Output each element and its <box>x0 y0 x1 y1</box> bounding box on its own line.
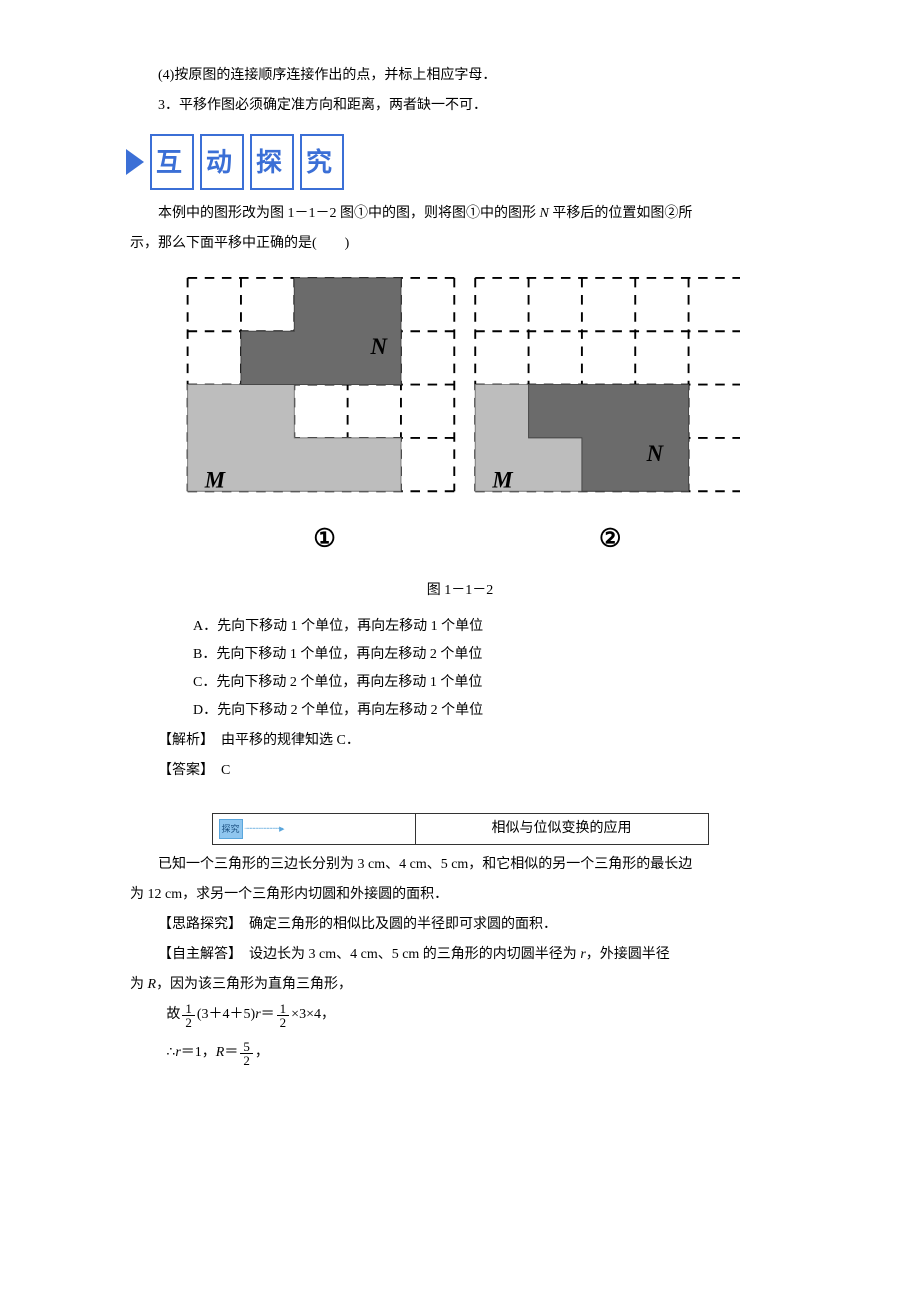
eq2-pre: ∴r＝1，R＝ <box>166 1039 238 1067</box>
q2-stem-line2: 为 12 cm，求另一个三角形内切圆和外接圆的面积． <box>130 881 790 909</box>
eq1-pre: 故 <box>166 1001 180 1029</box>
zizhu-label: 【自主解答】 <box>158 947 235 962</box>
intro-point-3: 3．平移作图必须确定准方向和距离，两者缺一不可． <box>130 92 790 120</box>
heading-text: 互 动 探 究 <box>150 134 344 190</box>
h-char: 究 <box>300 134 344 190</box>
banner-left: 探究 ┈┈┈┈┈┈┈┈┈┈┈┈┈ <box>219 819 283 839</box>
option-d: D．先向下移动 2 个单位，再向左移动 2 个单位 <box>193 697 790 725</box>
option-a: A．先向下移动 1 个单位，再向左移动 1 个单位 <box>193 613 790 641</box>
silu-label: 【思路探究】 <box>158 917 235 932</box>
q1-stem-line2: 示，那么下面平移中正确的是( ) <box>130 230 790 258</box>
zizhu-line2: 为 R，因为该三角形为直角三角形， <box>130 971 790 999</box>
answer-line: 【答案】 C <box>130 757 790 785</box>
svg-text:②: ② <box>599 525 621 552</box>
eq1-mid: (3＋4＋5)r＝ <box>197 1001 275 1029</box>
silu-text: 确定三角形的相似比及圆的半径即可求圆的面积． <box>235 917 557 932</box>
frac-5-2: 52 <box>240 1040 253 1067</box>
h-char: 探 <box>250 134 294 190</box>
analysis-label: 【解析】 <box>158 733 207 748</box>
analysis-line: 【解析】 由平移的规律知选 C． <box>130 727 790 755</box>
silu-line: 【思路探究】 确定三角形的相似比及圆的半径即可求圆的面积． <box>130 911 790 939</box>
banner-title: 相似与位似变换的应用 <box>415 814 708 845</box>
svg-text:①: ① <box>313 525 335 552</box>
svg-text:M: M <box>204 467 226 492</box>
eq1-post: ×3×4， <box>291 1001 335 1029</box>
section-heading: 互 动 探 究 <box>126 134 790 190</box>
topic-banner: 探究 ┈┈┈┈┈┈┈┈┈┈┈┈┈ 相似与位似变换的应用 <box>212 813 709 845</box>
option-b: B．先向下移动 1 个单位，再向左移动 2 个单位 <box>193 641 790 669</box>
figure-label: 图 1－1－2 <box>130 577 790 605</box>
dotted-arrow-icon: ┈┈┈┈┈┈┈┈┈┈┈┈┈ <box>245 821 283 837</box>
play-icon <box>126 149 144 175</box>
option-c: C．先向下移动 2 个单位，再向左移动 1 个单位 <box>193 669 790 697</box>
q2-stem-line1: 已知一个三角形的三边长分别为 3 cm、4 cm、5 cm，和它相似的另一个三角… <box>130 851 790 879</box>
frac-half-2: 12 <box>277 1002 290 1029</box>
svg-text:N: N <box>369 334 388 359</box>
pill-icon: 探究 <box>219 819 243 839</box>
svg-text:M: M <box>491 467 513 492</box>
answer-text: C <box>207 763 230 778</box>
equation-1: 故 12 (3＋4＋5)r＝ 12 ×3×4， <box>166 1001 790 1029</box>
frac-half-1: 12 <box>182 1002 195 1029</box>
equation-2: ∴r＝1，R＝ 52 ， <box>166 1039 790 1067</box>
eq2-post: ， <box>255 1039 269 1067</box>
q1-stem-line1: 本例中的图形改为图 1－1－2 图①中的图，则将图①中的图形 N 平移后的位置如… <box>130 200 790 228</box>
h-char: 互 <box>150 134 194 190</box>
svg-text:N: N <box>646 441 665 466</box>
figure-1-1-2: M N ① M N ② <box>130 270 790 573</box>
h-char: 动 <box>200 134 244 190</box>
zizhu-line1: 【自主解答】 设边长为 3 cm、4 cm、5 cm 的三角形的内切圆半径为 r… <box>130 941 790 969</box>
intro-point-4: (4)按原图的连接顺序连接作出的点，并标上相应字母． <box>130 62 790 90</box>
answer-label: 【答案】 <box>158 763 207 778</box>
analysis-text: 由平移的规律知选 C． <box>207 733 360 748</box>
